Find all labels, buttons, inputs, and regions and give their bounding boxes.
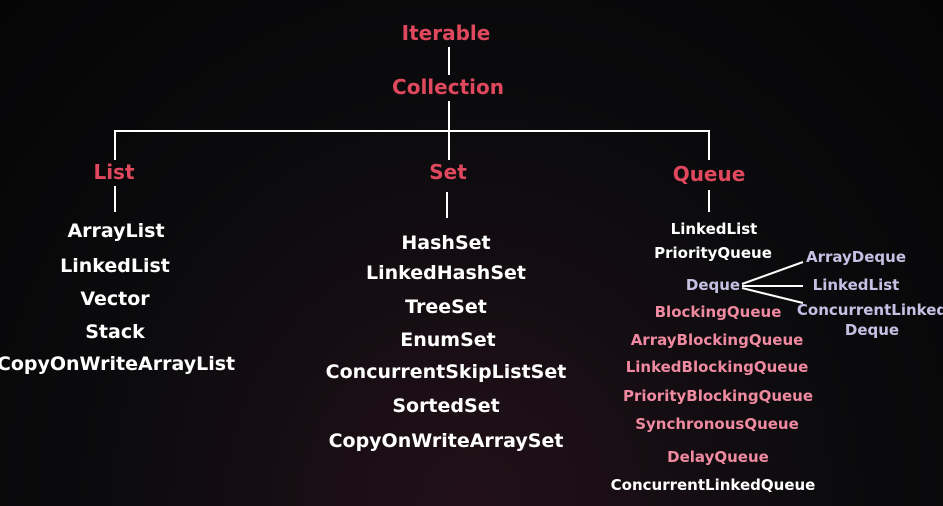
- set-item-sortedset: SortedSet: [392, 395, 500, 417]
- blocking-item-synchronousqueue: SynchronousQueue: [635, 415, 799, 433]
- list-item-linkedlist: LinkedList: [60, 255, 170, 277]
- queue-item-linkedlist: LinkedList: [670, 220, 758, 238]
- deque-item-concurrentlinked: ConcurrentLinked: [796, 301, 943, 319]
- deque-item-arraydeque: ArrayDeque: [805, 248, 907, 266]
- connector-horizontal: [114, 130, 710, 132]
- set-item-concurrentskiplistset: ConcurrentSkipListSet: [325, 361, 567, 383]
- queue-node: Queue: [672, 162, 746, 186]
- blocking-item-linkedblockingqueue: LinkedBlockingQueue: [625, 358, 809, 376]
- connector-set-items: [446, 192, 448, 218]
- deque-item-linkedlist: LinkedList: [812, 276, 900, 294]
- set-item-treeset: TreeSet: [405, 296, 487, 318]
- list-item-stack: Stack: [85, 321, 145, 343]
- queue-item-concurrentlinkedqueue: ConcurrentLinkedQueue: [610, 476, 816, 494]
- connector-iterable-collection: [448, 47, 450, 75]
- connector-to-queue: [708, 130, 710, 160]
- set-item-enumset: EnumSet: [400, 329, 496, 351]
- iterable-node: Iterable: [401, 21, 491, 45]
- collection-node: Collection: [392, 75, 504, 99]
- connector-list-items: [114, 186, 116, 212]
- list-item-arraylist: ArrayList: [67, 220, 165, 242]
- connector-to-set: [448, 130, 450, 160]
- connector-collection-down: [448, 101, 450, 131]
- list-item-vector: Vector: [80, 288, 150, 310]
- blocking-item-priorityblockingqueue: PriorityBlockingQueue: [622, 387, 814, 405]
- list-node: List: [93, 160, 135, 184]
- deque-to-concurrent-line: [741, 287, 804, 304]
- set-item-linkedhashset: LinkedHashSet: [366, 262, 526, 284]
- list-item-copyonwritearraylist: CopyOnWriteArrayList: [0, 353, 236, 375]
- queue-item-priorityqueue: PriorityQueue: [654, 244, 772, 262]
- deque-node: Deque: [685, 276, 741, 294]
- deque-to-arraydeque-line: [741, 261, 804, 285]
- blocking-item-delayqueue: DelayQueue: [667, 448, 769, 466]
- set-node: Set: [429, 160, 467, 184]
- deque-item-deque: Deque: [844, 321, 900, 339]
- blocking-queue-node: BlockingQueue: [654, 303, 782, 321]
- set-item-copyonwritearrayset: CopyOnWriteArraySet: [328, 430, 564, 452]
- connector-queue-items: [708, 190, 710, 212]
- set-item-hashset: HashSet: [401, 232, 491, 254]
- connector-to-list: [114, 130, 116, 160]
- blocking-item-arrayblockingqueue: ArrayBlockingQueue: [630, 331, 804, 349]
